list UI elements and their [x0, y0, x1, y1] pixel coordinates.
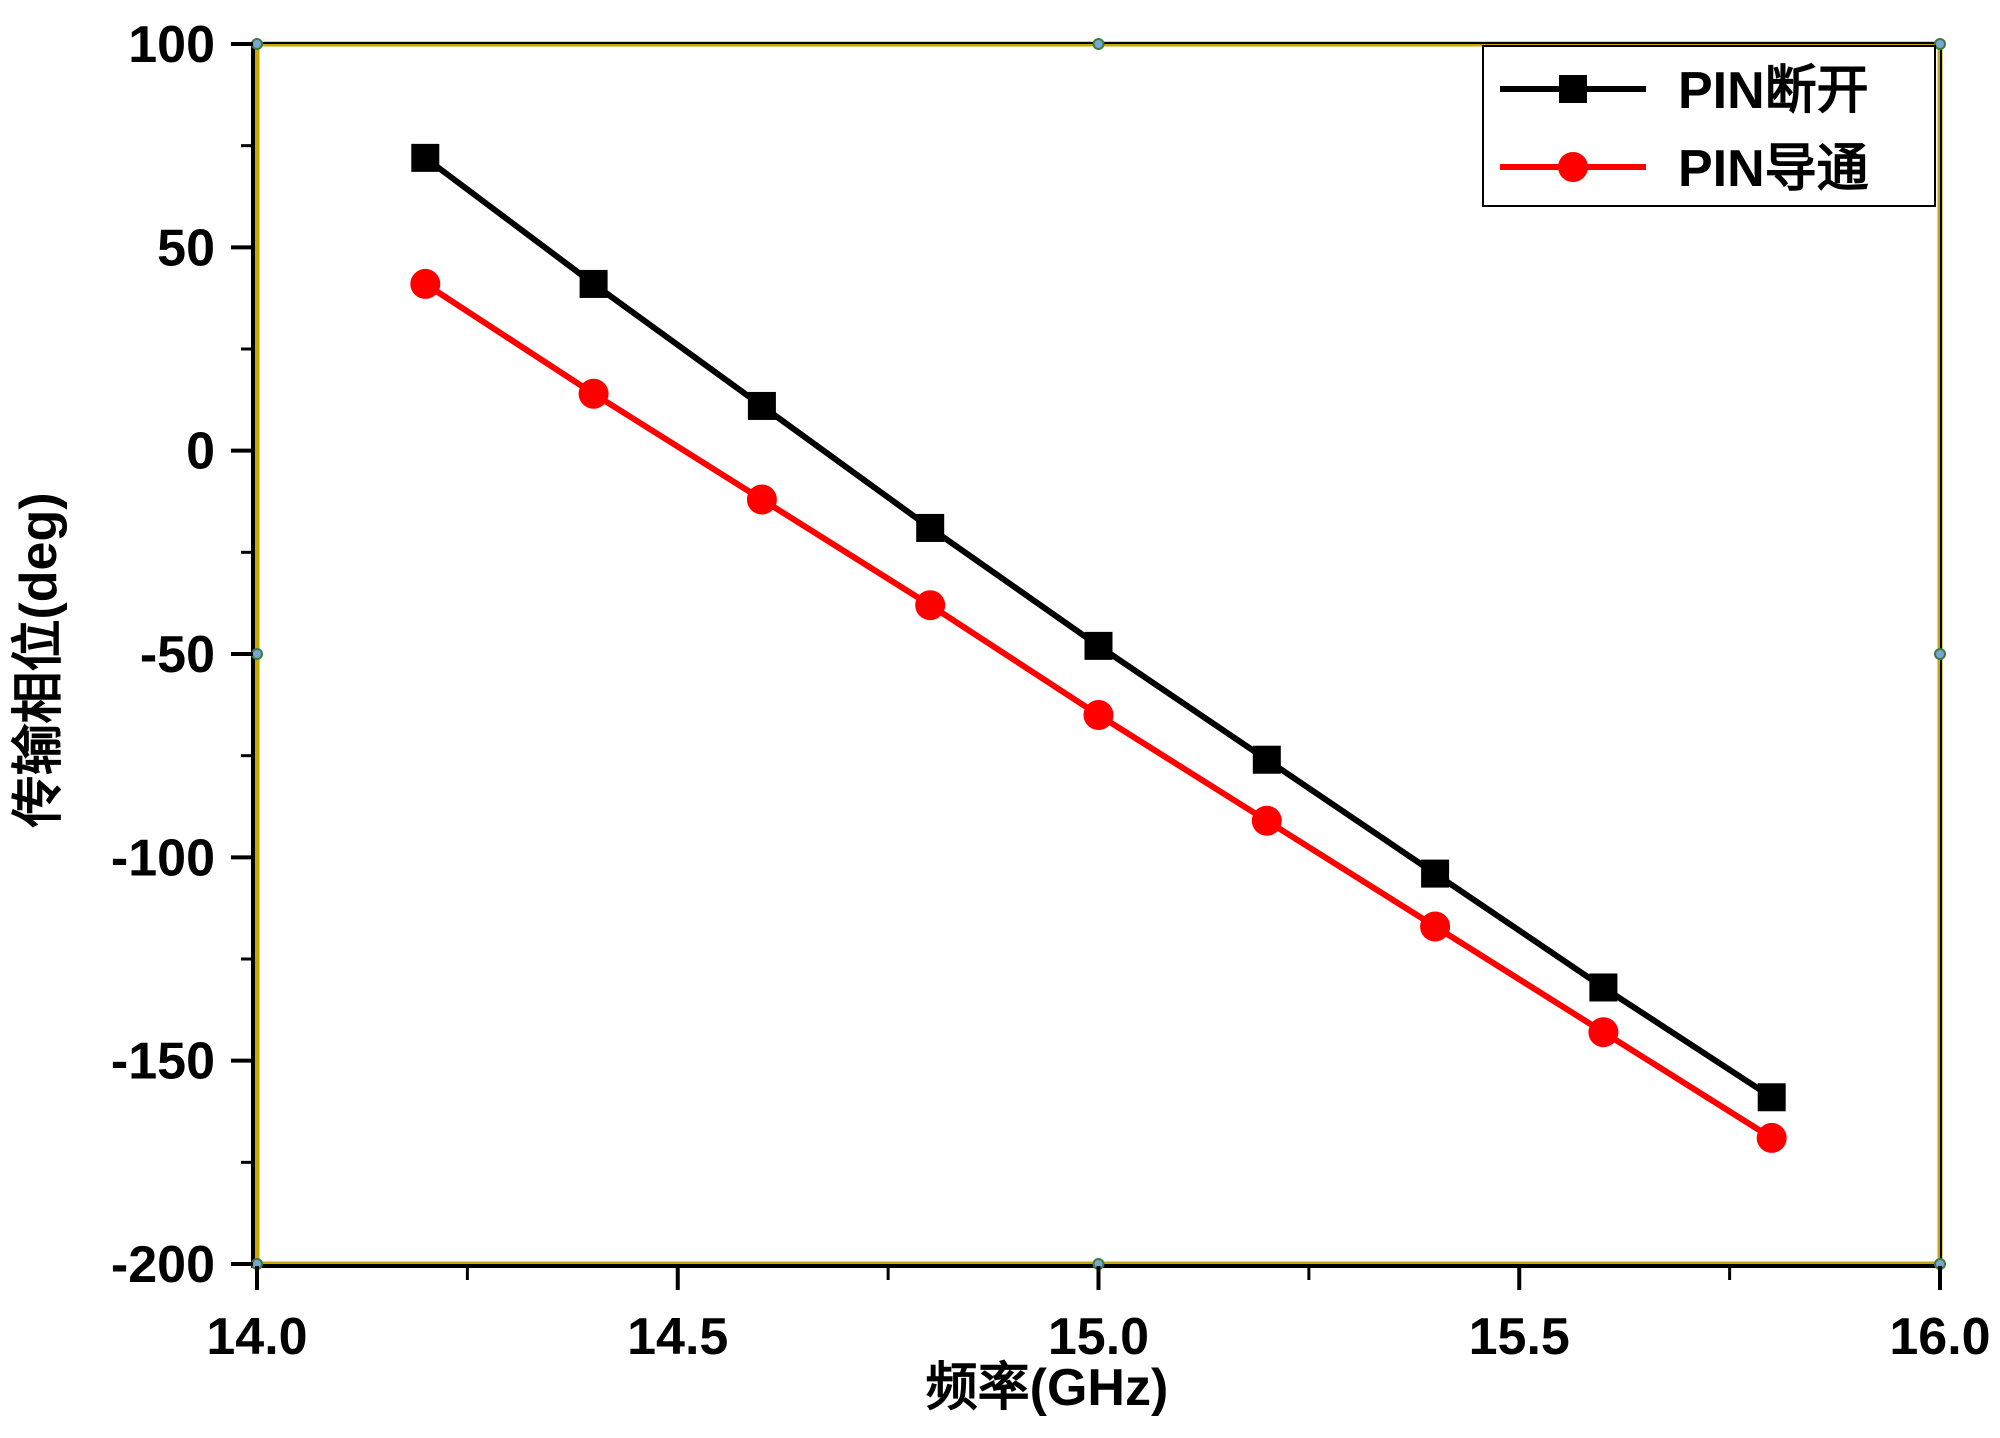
data-point	[1421, 859, 1450, 888]
y-tick-label: -100	[111, 829, 215, 887]
data-point	[1084, 631, 1113, 660]
x-tick-label: 15.0	[1048, 1308, 1149, 1366]
legend-marker	[1558, 152, 1588, 182]
legend-label: PIN导通	[1678, 140, 1869, 198]
data-point	[916, 513, 945, 542]
y-tick-label: -150	[111, 1033, 215, 1091]
legend-entry: PIN断开	[1500, 62, 1869, 120]
x-tick-label: 14.5	[627, 1308, 728, 1366]
legend-box	[1482, 45, 1936, 207]
y-tick-label: -200	[111, 1236, 215, 1294]
x-tick-label: 15.5	[1469, 1308, 1570, 1366]
y-tick-label: 50	[157, 219, 215, 277]
legend-entry: PIN导通	[1500, 140, 1869, 198]
series-line	[423, 155, 1774, 1100]
y-tick-label: -50	[140, 626, 215, 684]
data-point	[746, 484, 777, 515]
data-point	[1757, 1083, 1786, 1112]
data-point	[1083, 700, 1114, 730]
data-point	[1588, 1017, 1619, 1048]
frame-node	[251, 38, 263, 50]
legend-label: PIN断开	[1678, 62, 1869, 120]
series-1	[411, 143, 1786, 1112]
data-point	[411, 143, 440, 172]
frame-node	[1092, 38, 1105, 50]
legend: PIN断开 PIN导通	[1482, 45, 1936, 207]
data-point	[1251, 805, 1282, 836]
x-axis-label: 频率(GHz)	[926, 1359, 1169, 1417]
series-2	[410, 268, 1787, 1153]
data-point	[1420, 911, 1451, 942]
data-point	[1756, 1122, 1787, 1153]
frame-node	[1934, 38, 1946, 50]
data-point	[410, 268, 441, 299]
data-point	[1252, 745, 1281, 774]
y-axis-label: 传输相位(deg)	[10, 492, 68, 828]
data-point	[1589, 973, 1618, 1002]
data-point	[579, 269, 608, 298]
data-point	[915, 590, 946, 621]
x-tick-label: 16.0	[1889, 1308, 1990, 1366]
x-tick-label: 14.0	[206, 1308, 307, 1366]
data-point	[747, 391, 776, 420]
legend-marker	[1559, 75, 1587, 103]
y-tick-label: 100	[128, 16, 215, 74]
y-tick-label: 0	[186, 423, 215, 481]
data-point	[578, 378, 609, 409]
frame-node	[1934, 648, 1946, 660]
frame-node	[251, 648, 263, 660]
